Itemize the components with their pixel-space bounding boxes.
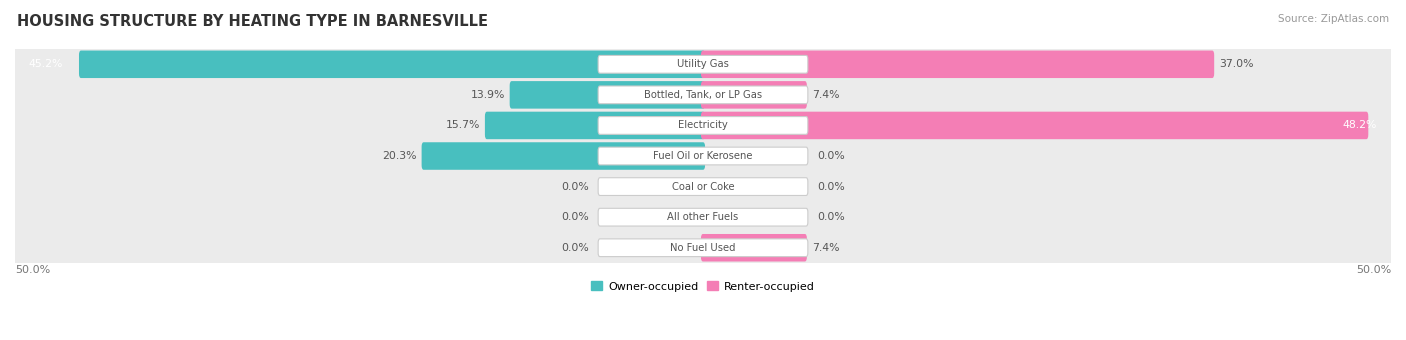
FancyBboxPatch shape [422,142,704,170]
Text: No Fuel Used: No Fuel Used [671,243,735,253]
Text: Bottled, Tank, or LP Gas: Bottled, Tank, or LP Gas [644,90,762,100]
FancyBboxPatch shape [509,81,704,108]
Text: Source: ZipAtlas.com: Source: ZipAtlas.com [1278,14,1389,23]
Text: 50.0%: 50.0% [1355,266,1391,275]
Text: 7.4%: 7.4% [811,243,839,253]
Text: 0.0%: 0.0% [561,212,589,222]
FancyBboxPatch shape [702,51,1215,78]
Text: 7.4%: 7.4% [811,90,839,100]
FancyBboxPatch shape [598,86,808,104]
Text: 0.0%: 0.0% [817,151,845,161]
FancyBboxPatch shape [598,208,808,226]
Text: HOUSING STRUCTURE BY HEATING TYPE IN BARNESVILLE: HOUSING STRUCTURE BY HEATING TYPE IN BAR… [17,14,488,29]
FancyBboxPatch shape [15,41,1391,87]
FancyBboxPatch shape [702,112,1368,139]
Text: 13.9%: 13.9% [471,90,505,100]
Text: 0.0%: 0.0% [817,212,845,222]
FancyBboxPatch shape [15,194,1391,240]
FancyBboxPatch shape [598,55,808,73]
Text: All other Fuels: All other Fuels [668,212,738,222]
Text: Fuel Oil or Kerosene: Fuel Oil or Kerosene [654,151,752,161]
FancyBboxPatch shape [702,234,807,261]
Text: Electricity: Electricity [678,120,728,131]
Text: 45.2%: 45.2% [28,59,63,69]
Text: 20.3%: 20.3% [382,151,416,161]
FancyBboxPatch shape [15,224,1391,271]
FancyBboxPatch shape [15,102,1391,149]
Text: 37.0%: 37.0% [1219,59,1254,69]
Text: Utility Gas: Utility Gas [678,59,728,69]
FancyBboxPatch shape [15,163,1391,210]
FancyBboxPatch shape [485,112,704,139]
FancyBboxPatch shape [598,239,808,257]
FancyBboxPatch shape [598,178,808,195]
FancyBboxPatch shape [598,147,808,165]
Text: 50.0%: 50.0% [15,266,51,275]
Text: 0.0%: 0.0% [817,182,845,192]
Text: 15.7%: 15.7% [446,120,479,131]
FancyBboxPatch shape [15,133,1391,179]
FancyBboxPatch shape [702,81,807,108]
Text: 0.0%: 0.0% [561,182,589,192]
FancyBboxPatch shape [15,72,1391,118]
Text: 0.0%: 0.0% [561,243,589,253]
Legend: Owner-occupied, Renter-occupied: Owner-occupied, Renter-occupied [586,277,820,296]
Text: 48.2%: 48.2% [1343,120,1378,131]
FancyBboxPatch shape [598,117,808,134]
Text: Coal or Coke: Coal or Coke [672,182,734,192]
FancyBboxPatch shape [79,51,704,78]
